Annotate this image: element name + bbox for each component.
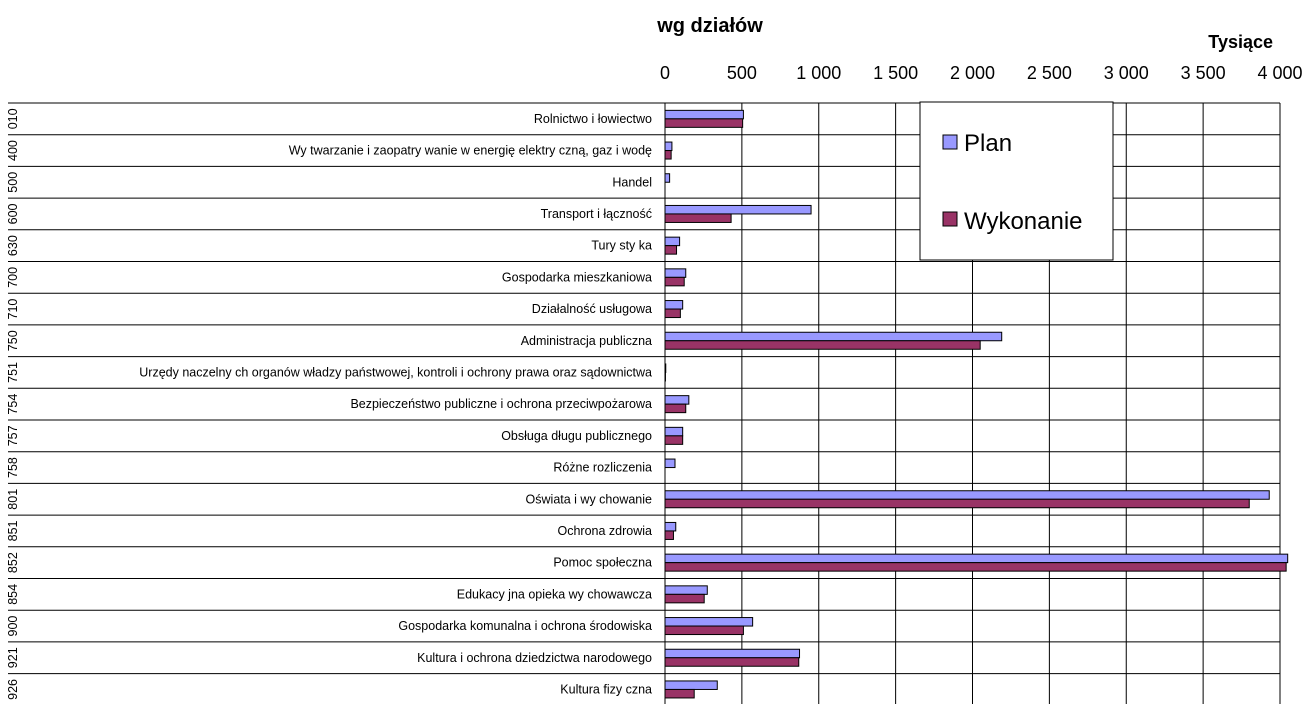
chart-title: wg działów [656,15,763,37]
category-label: Transport i łączność [541,207,652,221]
category-label: Działalność usługowa [532,302,652,316]
bar-wykonanie [664,340,981,350]
category-label: Różne rozliczenia [553,461,652,475]
bar-wykonanie [664,308,681,319]
bar-wykonanie [664,688,695,699]
category-label: Bezpieczeństwo publiczne i ochrona przec… [350,397,652,411]
category-label: Edukacy jna opieka wy chowawcza [457,587,652,601]
bar-plan [664,426,684,437]
bar-plan [664,458,676,469]
unit-label: Tysiące [1208,32,1273,52]
bars [664,103,1289,704]
bar-wykonanie [664,435,684,445]
bar-plan [664,173,671,183]
bar-wykonanie [664,498,1250,509]
category-code: 500 [6,172,20,193]
legend-swatch-plan [942,134,958,150]
category-code: 710 [6,299,20,320]
bar-wykonanie [664,403,687,414]
category-label: Wy twarzanie i zaopatry wanie w energię … [289,144,652,158]
category-code: 700 [6,267,20,288]
bar-plan [664,141,673,152]
bar-plan [664,521,677,532]
category-code: 630 [6,235,20,256]
x-tick-label: 1 500 [873,63,918,83]
category-code: 852 [6,552,20,573]
bar-plan [664,109,744,120]
bar-wykonanie [664,530,674,540]
category-code: 600 [6,203,20,224]
legend-label-plan: Plan [964,130,1012,157]
bar-wykonanie [664,118,744,128]
bar-wykonanie [664,245,678,255]
bar-plan [664,268,687,278]
category-label: Gospodarka mieszkaniowa [502,270,652,284]
category-code: 010 [6,108,20,129]
category-label: Kultura fizy czna [560,682,652,696]
category-code: 757 [6,425,20,446]
bar-plan [664,236,681,247]
x-tick-label: 2 500 [1027,63,1072,83]
x-tick-label: 3 500 [1181,63,1226,83]
x-tick-label: 0 [660,63,670,83]
category-label: Tury sty ka [591,239,652,253]
x-tick-label: 3 000 [1104,63,1149,83]
category-code: 758 [6,457,20,478]
category-label: Ochrona zdrowia [558,524,653,538]
category-code: 754 [6,394,20,415]
category-label: Kultura i ochrona dziedzictwa narodowego [417,651,652,665]
category-rows: Rolnictwo i łowiectwo 010 Wy twarzanie i z… [6,102,1280,700]
category-label: Handel [612,175,652,189]
category-code: 801 [6,489,20,510]
x-tick-label: 500 [727,63,757,83]
legend-box [919,101,1114,261]
bar-wykonanie [664,562,1287,572]
category-code: 751 [6,362,20,383]
bar-plan [664,331,1003,342]
legend: Plan Wykonanie [919,101,1114,261]
category-code: 921 [6,647,20,668]
category-label: Administracja publiczna [521,334,652,348]
bar-plan [664,648,801,659]
bar-plan [664,300,684,310]
x-tick-label: 2 000 [950,63,995,83]
category-code: 750 [6,330,20,351]
category-label: Obsługa długu publicznego [501,429,652,443]
bar-plan [664,680,718,690]
category-label: Urzędy naczelny ch organów władzy państw… [139,365,652,379]
category-label: Oświata i wy chowanie [526,492,652,506]
bar-plan [664,395,690,405]
category-code: 854 [6,584,20,605]
bar-plan [664,585,708,595]
bar-plan [664,553,1289,564]
bar-wykonanie [664,657,800,667]
category-code: 926 [6,679,20,700]
category-code: 851 [6,520,20,541]
bar-wykonanie [664,150,672,160]
bar-plan [664,617,754,627]
bar-wykonanie [664,625,744,636]
bar-wykonanie [664,593,705,604]
x-tick-label: 4 000 [1257,63,1302,83]
legend-label-wykonanie: Wykonanie [964,208,1083,235]
bar-plan [664,490,1270,500]
category-label: Pomoc społeczna [553,556,652,570]
bar-wykonanie [664,276,685,287]
category-code: 400 [6,140,20,161]
x-tick-label: 1 000 [796,63,841,83]
legend-swatch-wykonanie [942,211,958,227]
bar-plan [664,204,812,215]
bar-wykonanie [664,213,732,223]
category-label: Gospodarka komunalna i ochrona środowisk… [398,619,652,633]
category-label: Rolnictwo i łowiectwo [534,112,652,126]
x-axis: 0 500 1 000 1 500 2 000 2 500 3 000 3 500 4 000 [660,63,1303,83]
category-code: 900 [6,616,20,637]
